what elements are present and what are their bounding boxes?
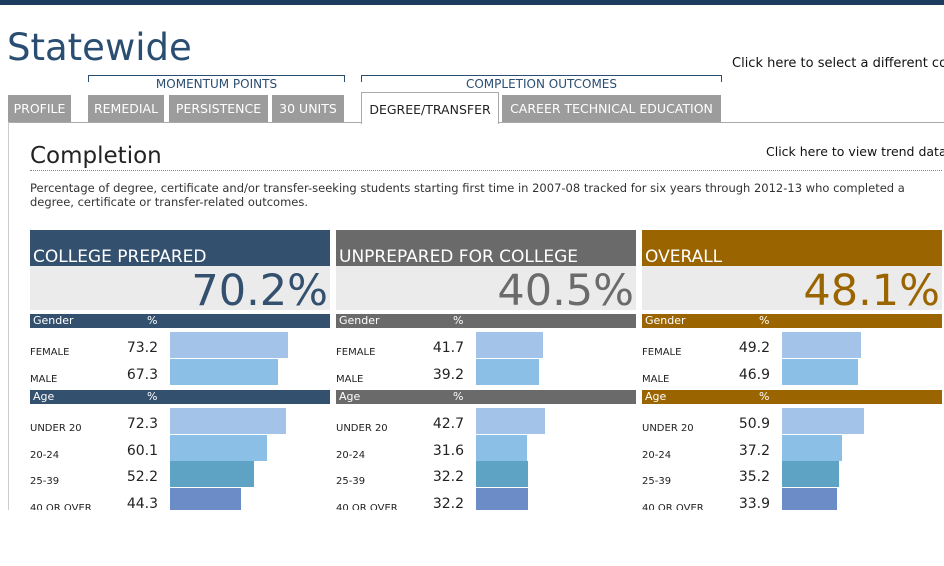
pct-header: % (147, 314, 158, 327)
tab[interactable]: PERSISTENCE (169, 95, 268, 122)
tab[interactable]: PROFILE (8, 95, 71, 122)
row-label: UNDER 20 (336, 423, 388, 434)
bar (782, 408, 864, 434)
pct-header: % (759, 390, 770, 403)
bar (170, 408, 287, 434)
row-label: FEMALE (336, 347, 376, 358)
row-label: 25-39 (30, 476, 60, 487)
row-value: 39.2 (432, 366, 464, 383)
panel-header: COLLEGE PREPARED (30, 230, 330, 267)
tab[interactable]: REMEDIAL (88, 95, 164, 122)
row-label: UNDER 20 (642, 423, 694, 434)
group-header-bar (336, 314, 636, 328)
tab-group-label: COMPLETION OUTCOMES (465, 77, 618, 91)
group-header: Age (339, 390, 361, 403)
tab[interactable]: DEGREE/TRANSFER (361, 92, 499, 124)
row-label: 20-24 (336, 449, 366, 461)
group-header-bar (642, 314, 942, 328)
row-value: 33.9 (738, 495, 770, 511)
row-label: UNDER 20 (30, 423, 82, 434)
group-header-bar (642, 390, 942, 404)
group-header-bar (336, 390, 636, 404)
section-rule (30, 170, 942, 171)
row-label: MALE (336, 373, 364, 385)
group-header: Age (33, 390, 55, 403)
bar (782, 332, 862, 358)
tab-group-bracket (88, 75, 345, 82)
row-label: MALE (30, 373, 58, 385)
row-value: 60.1 (126, 442, 158, 459)
tab-group-bracket (361, 75, 722, 82)
row-value: 52.2 (126, 469, 158, 485)
row-label: 40 OR OVER (30, 502, 92, 511)
section-description: Percentage of degree, certificate and/or… (30, 181, 905, 209)
row-value: 37.2 (738, 442, 770, 459)
row-label: 20-24 (642, 449, 672, 461)
bar (170, 461, 255, 487)
group-header: Age (645, 390, 667, 403)
panel-overall: 40.5% (336, 266, 636, 316)
bar (476, 358, 540, 385)
tab[interactable]: 30 UNITS (272, 95, 344, 122)
bar (476, 487, 528, 510)
bar (476, 434, 527, 461)
panel-header: UNPREPARED FOR COLLEGE (336, 230, 636, 267)
pct-header: % (453, 314, 464, 327)
bar (476, 461, 528, 487)
group-header-bar (30, 314, 330, 328)
row-value: 73.2 (126, 340, 158, 356)
row-value: 44.3 (126, 495, 158, 511)
row-value: 67.3 (126, 366, 158, 383)
row-value: 31.6 (432, 442, 464, 459)
row-value: 72.3 (126, 416, 158, 432)
row-value: 49.2 (738, 340, 770, 356)
group-header: Gender (645, 314, 686, 327)
bar (782, 358, 858, 385)
group-header: Gender (339, 314, 380, 327)
bar (170, 332, 288, 358)
bar (170, 487, 242, 510)
row-label: 25-39 (642, 476, 672, 487)
trend-link[interactable]: Click here to view trend data (766, 144, 944, 159)
bar (782, 461, 839, 487)
row-value: 32.2 (432, 495, 464, 511)
group-header: Gender (33, 314, 74, 327)
panel-overall: 70.2% (30, 266, 330, 316)
panel-header: OVERALL (642, 230, 942, 267)
row-label: 25-39 (336, 476, 366, 487)
row-value: 50.9 (738, 416, 770, 432)
content: Statewide Click here to select a differe… (0, 0, 944, 510)
group-header-bar (30, 390, 330, 404)
bar (782, 487, 837, 510)
row-label: MALE (642, 373, 670, 385)
page-title: Statewide (7, 26, 192, 69)
top-bar (0, 0, 944, 5)
section-title: Completion (30, 143, 162, 169)
bar (170, 434, 267, 461)
row-value: 46.9 (738, 366, 770, 383)
bar (170, 358, 279, 385)
row-value: 35.2 (738, 469, 770, 485)
select-college-link[interactable]: Click here to select a different colle (732, 56, 944, 71)
row-value: 32.2 (432, 469, 464, 485)
row-label: 20-24 (30, 449, 60, 461)
panel-overall: 48.1% (642, 266, 942, 316)
row-label: 40 OR OVER (642, 502, 704, 511)
tab-group-label: MOMENTUM POINTS (155, 77, 278, 91)
bar (782, 434, 842, 461)
content-border (8, 122, 9, 510)
row-value: 42.7 (432, 416, 464, 432)
bar (476, 332, 544, 358)
pct-header: % (147, 390, 158, 403)
tab[interactable]: CAREER TECHNICAL EDUCATION (502, 95, 721, 122)
row-label: 40 OR OVER (336, 502, 398, 511)
bar (476, 408, 545, 434)
row-label: FEMALE (642, 347, 682, 358)
row-label: FEMALE (30, 347, 70, 358)
row-value: 41.7 (432, 340, 464, 356)
pct-header: % (453, 390, 464, 403)
pct-header: % (759, 314, 770, 327)
